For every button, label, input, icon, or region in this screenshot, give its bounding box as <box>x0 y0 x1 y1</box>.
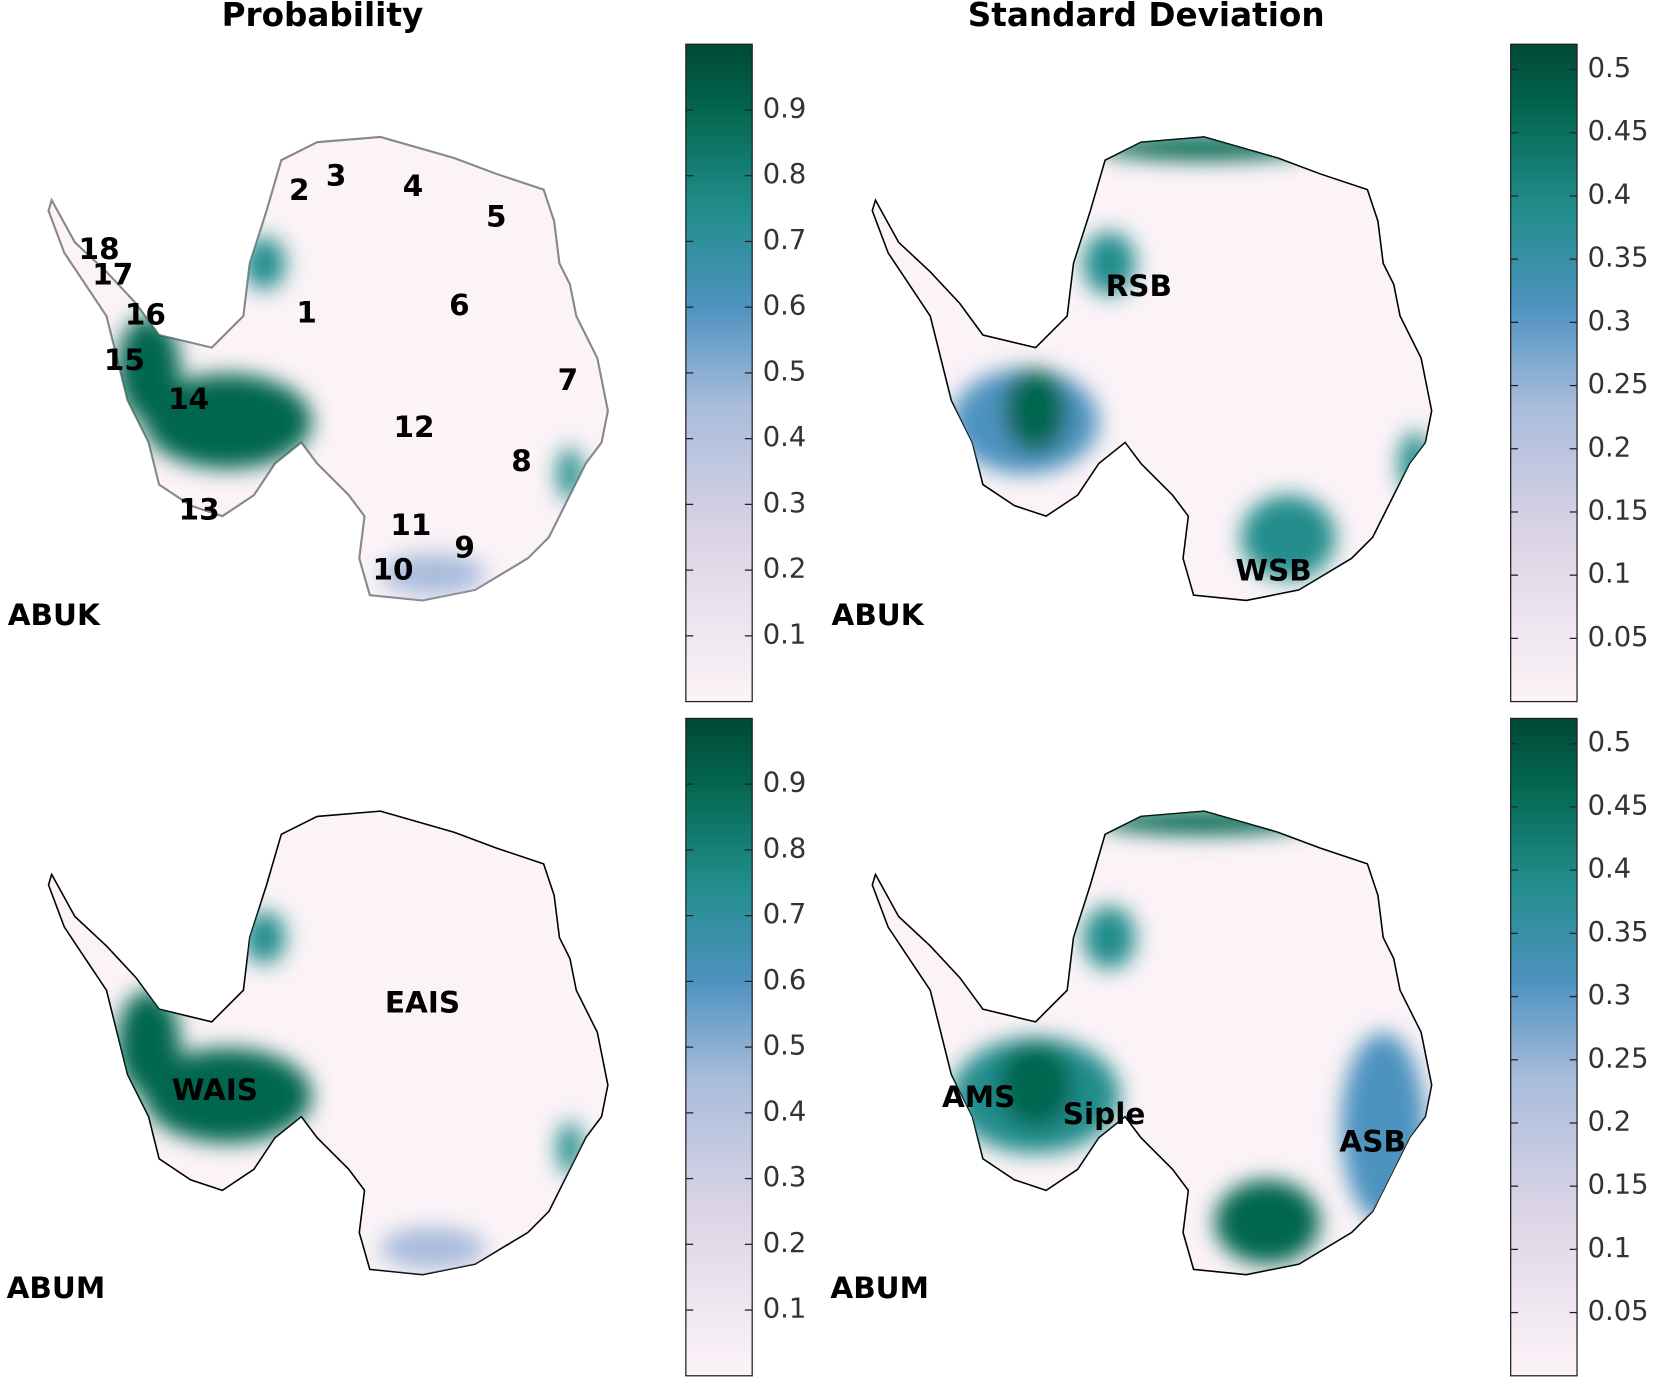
tick-label: 0.15 <box>1588 495 1649 526</box>
model-label: ABUM <box>7 1271 106 1305</box>
region-label: WAIS <box>172 1073 258 1107</box>
tick-label: 0.05 <box>1588 1296 1649 1327</box>
region-label: 15 <box>104 343 145 377</box>
region-label: 6 <box>449 288 470 322</box>
tick-label: 0.8 <box>763 833 807 864</box>
tick-label: 0.35 <box>1588 243 1649 274</box>
region-label: 10 <box>372 552 413 586</box>
tick-label: 0.5 <box>1588 727 1632 758</box>
tick-label: 0.5 <box>763 1031 807 1062</box>
tick-label: 0.9 <box>763 93 807 124</box>
tick-label: 0.7 <box>763 899 807 930</box>
tick-label: 0.4 <box>763 422 807 453</box>
column-title: Probability <box>222 0 424 34</box>
region-label: 5 <box>486 200 507 234</box>
map <box>871 810 1433 1276</box>
tick-label: 0.25 <box>1588 1043 1649 1074</box>
region-label: 17 <box>92 258 133 292</box>
model-label: ABUM <box>830 1271 929 1305</box>
tick-label: 0.1 <box>1588 559 1632 590</box>
region-label: 18 <box>79 232 120 266</box>
map <box>47 810 609 1276</box>
map <box>871 136 1433 602</box>
region-label: 12 <box>394 410 435 444</box>
tick-label: 0.2 <box>1588 432 1632 463</box>
tick-label: 0.1 <box>763 619 807 650</box>
tick-label: 0.9 <box>763 768 807 799</box>
region-label: 16 <box>125 298 166 332</box>
tick-label: 0.3 <box>1588 306 1632 337</box>
colorbar <box>685 717 753 1377</box>
map <box>47 135 609 602</box>
column-title: Standard Deviation <box>968 0 1325 34</box>
region-label: 1 <box>296 295 317 329</box>
tick-label: 0.2 <box>1588 1106 1632 1137</box>
tick-label: 0.8 <box>763 159 807 190</box>
tick-label: 0.15 <box>1588 1170 1649 1201</box>
region-label: 13 <box>179 492 220 526</box>
region-label: AMS <box>942 1080 1015 1114</box>
region-label: 8 <box>511 444 532 478</box>
region-label: 3 <box>326 158 347 192</box>
tick-label: 0.3 <box>763 1162 807 1193</box>
tick-label: 0.3 <box>1588 980 1632 1011</box>
tick-label: 0.05 <box>1588 622 1649 653</box>
colorbar <box>1510 717 1578 1377</box>
region-label: RSB <box>1106 269 1172 303</box>
region-label: WSB <box>1236 554 1312 588</box>
region-label: 11 <box>390 508 431 542</box>
region-label: 2 <box>289 173 310 207</box>
colorbar <box>1510 43 1578 703</box>
tick-label: 0.4 <box>1588 179 1632 210</box>
region-label: EAIS <box>385 985 460 1019</box>
tick-label: 0.5 <box>763 356 807 387</box>
region-label: 4 <box>403 169 424 203</box>
model-label: ABUK <box>8 598 101 632</box>
region-labels: 1 2 3 4 5 6 7 8 9 10 11 12 13 14 15 16 1… <box>79 158 579 586</box>
tick-label: 0.1 <box>1588 1233 1632 1264</box>
tick-label: 0.3 <box>763 488 807 519</box>
region-label: Siple <box>1063 1097 1146 1131</box>
model-label: ABUK <box>832 598 925 632</box>
tick-label: 0.6 <box>763 965 807 996</box>
tick-label: 0.25 <box>1588 369 1649 400</box>
colorbar <box>685 43 753 703</box>
tick-label: 0.7 <box>763 225 807 256</box>
tick-label: 0.1 <box>763 1294 807 1325</box>
tick-label: 0.6 <box>763 291 807 322</box>
tick-label: 0.4 <box>763 1096 807 1127</box>
region-label: ASB <box>1339 1124 1406 1158</box>
region-label: 9 <box>454 530 475 564</box>
tick-label: 0.4 <box>1588 854 1632 885</box>
region-label: 7 <box>558 363 579 397</box>
tick-label: 0.35 <box>1588 917 1649 948</box>
tick-label: 0.45 <box>1588 116 1649 147</box>
tick-label: 0.5 <box>1588 53 1632 84</box>
tick-label: 0.2 <box>763 554 807 585</box>
tick-label: 0.45 <box>1588 790 1649 821</box>
tick-label: 0.2 <box>763 1228 807 1259</box>
region-label: 14 <box>168 382 209 416</box>
